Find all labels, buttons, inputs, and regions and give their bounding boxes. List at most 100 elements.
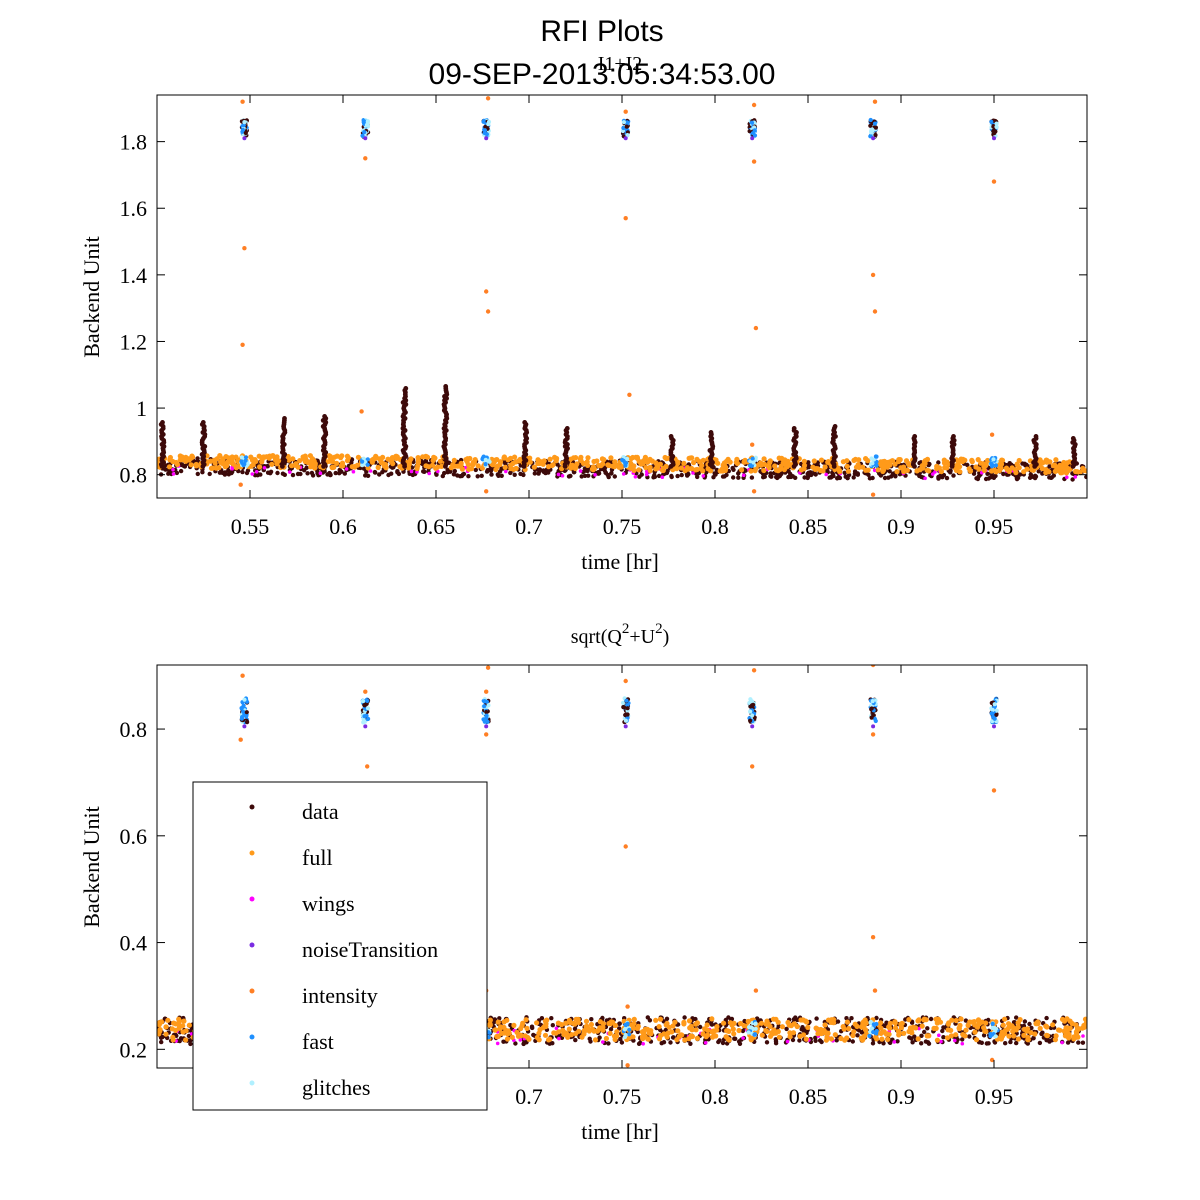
full-point [739, 467, 745, 473]
full-point [183, 1037, 189, 1043]
legend-item-fast: fast [249, 1029, 334, 1054]
cal-point [749, 120, 755, 125]
data-point [396, 471, 402, 477]
full-point [914, 468, 920, 474]
full-point [475, 463, 481, 469]
data-point [1029, 1025, 1034, 1031]
wings-point [691, 471, 695, 475]
wings-point [1060, 1040, 1064, 1045]
full-point [415, 455, 421, 461]
full-point [709, 1016, 715, 1022]
full-point [169, 1026, 175, 1032]
full-point [800, 1017, 806, 1023]
legend-marker [249, 988, 255, 994]
full-point [424, 454, 431, 460]
full-point [211, 457, 217, 463]
data-point [521, 1041, 527, 1046]
full-point [781, 467, 788, 473]
panel-2-title-exp-b: 2 [655, 621, 663, 637]
full-point [1003, 1027, 1009, 1033]
intensity-point [242, 246, 247, 251]
legend-item-wings: wings [249, 891, 355, 916]
data-point [442, 470, 447, 476]
full-point [938, 468, 945, 475]
noise-transition-point [363, 724, 368, 729]
data-point [903, 1017, 908, 1022]
intensity-point [240, 342, 245, 347]
full-point [176, 1022, 182, 1028]
intensity-point [751, 668, 757, 673]
data-point [1031, 1036, 1036, 1041]
full-point [724, 1028, 730, 1034]
full-point [852, 1021, 858, 1027]
full-point [875, 467, 881, 473]
glitch-point [483, 462, 488, 467]
glitch-point [868, 1020, 873, 1025]
y-tick-label: 1.8 [120, 130, 148, 155]
full-point [881, 463, 887, 469]
full-point [694, 456, 700, 462]
intensity-point [753, 988, 759, 993]
full-point [685, 466, 691, 472]
full-point [535, 460, 541, 467]
noise-transition-point [484, 136, 489, 141]
wings-point [318, 471, 323, 476]
full-point [949, 1017, 955, 1023]
intensity-point [751, 489, 757, 494]
data-point [1065, 1040, 1071, 1045]
full-point [694, 1035, 701, 1041]
full-point [736, 1027, 742, 1034]
cal-point [873, 125, 879, 130]
full-point [998, 1036, 1004, 1042]
x-tick-label: 0.75 [603, 1084, 642, 1109]
full-point [931, 1025, 937, 1031]
data-point [688, 1041, 693, 1047]
full-point [220, 457, 226, 464]
noise-transition-point [363, 136, 368, 141]
full-point [860, 1020, 866, 1026]
full-point [493, 466, 499, 473]
data-point [682, 1015, 687, 1020]
full-point [786, 462, 792, 468]
full-point [508, 455, 514, 461]
glitch-point [990, 1021, 995, 1026]
wings-point [703, 1041, 708, 1045]
data-point [971, 471, 977, 476]
full-point [999, 457, 1006, 463]
full-point [693, 1027, 699, 1033]
full-point [926, 468, 932, 474]
spike-point [160, 420, 165, 425]
full-point [647, 464, 653, 470]
data-point [230, 469, 235, 475]
full-point [1002, 1016, 1008, 1022]
series-data-spikes [158, 384, 1078, 469]
full-point [600, 461, 606, 467]
full-point [825, 1031, 831, 1037]
wings-point [641, 1042, 645, 1046]
data-point [695, 474, 700, 480]
spike-point [1070, 436, 1076, 441]
data-point [850, 1039, 855, 1044]
cal-point [239, 716, 244, 721]
data-point [582, 473, 588, 478]
intensity-point [872, 99, 878, 104]
full-point [501, 1024, 507, 1030]
data-point [1003, 1041, 1008, 1046]
full-point [1016, 465, 1022, 471]
full-point [731, 1020, 737, 1026]
full-point [859, 1037, 866, 1043]
cal-point [365, 119, 370, 124]
cal-point [360, 133, 365, 138]
wings-point [344, 467, 349, 471]
intensity-point [363, 156, 368, 161]
cal-point [751, 702, 756, 707]
cal-point [868, 117, 873, 123]
data-point [986, 476, 991, 481]
full-point [571, 455, 577, 461]
full-point [965, 1022, 971, 1028]
data-point [941, 472, 947, 478]
full-point [731, 1031, 737, 1037]
full-point [170, 1034, 176, 1040]
data-point [638, 1040, 643, 1046]
data-point [884, 1020, 889, 1025]
